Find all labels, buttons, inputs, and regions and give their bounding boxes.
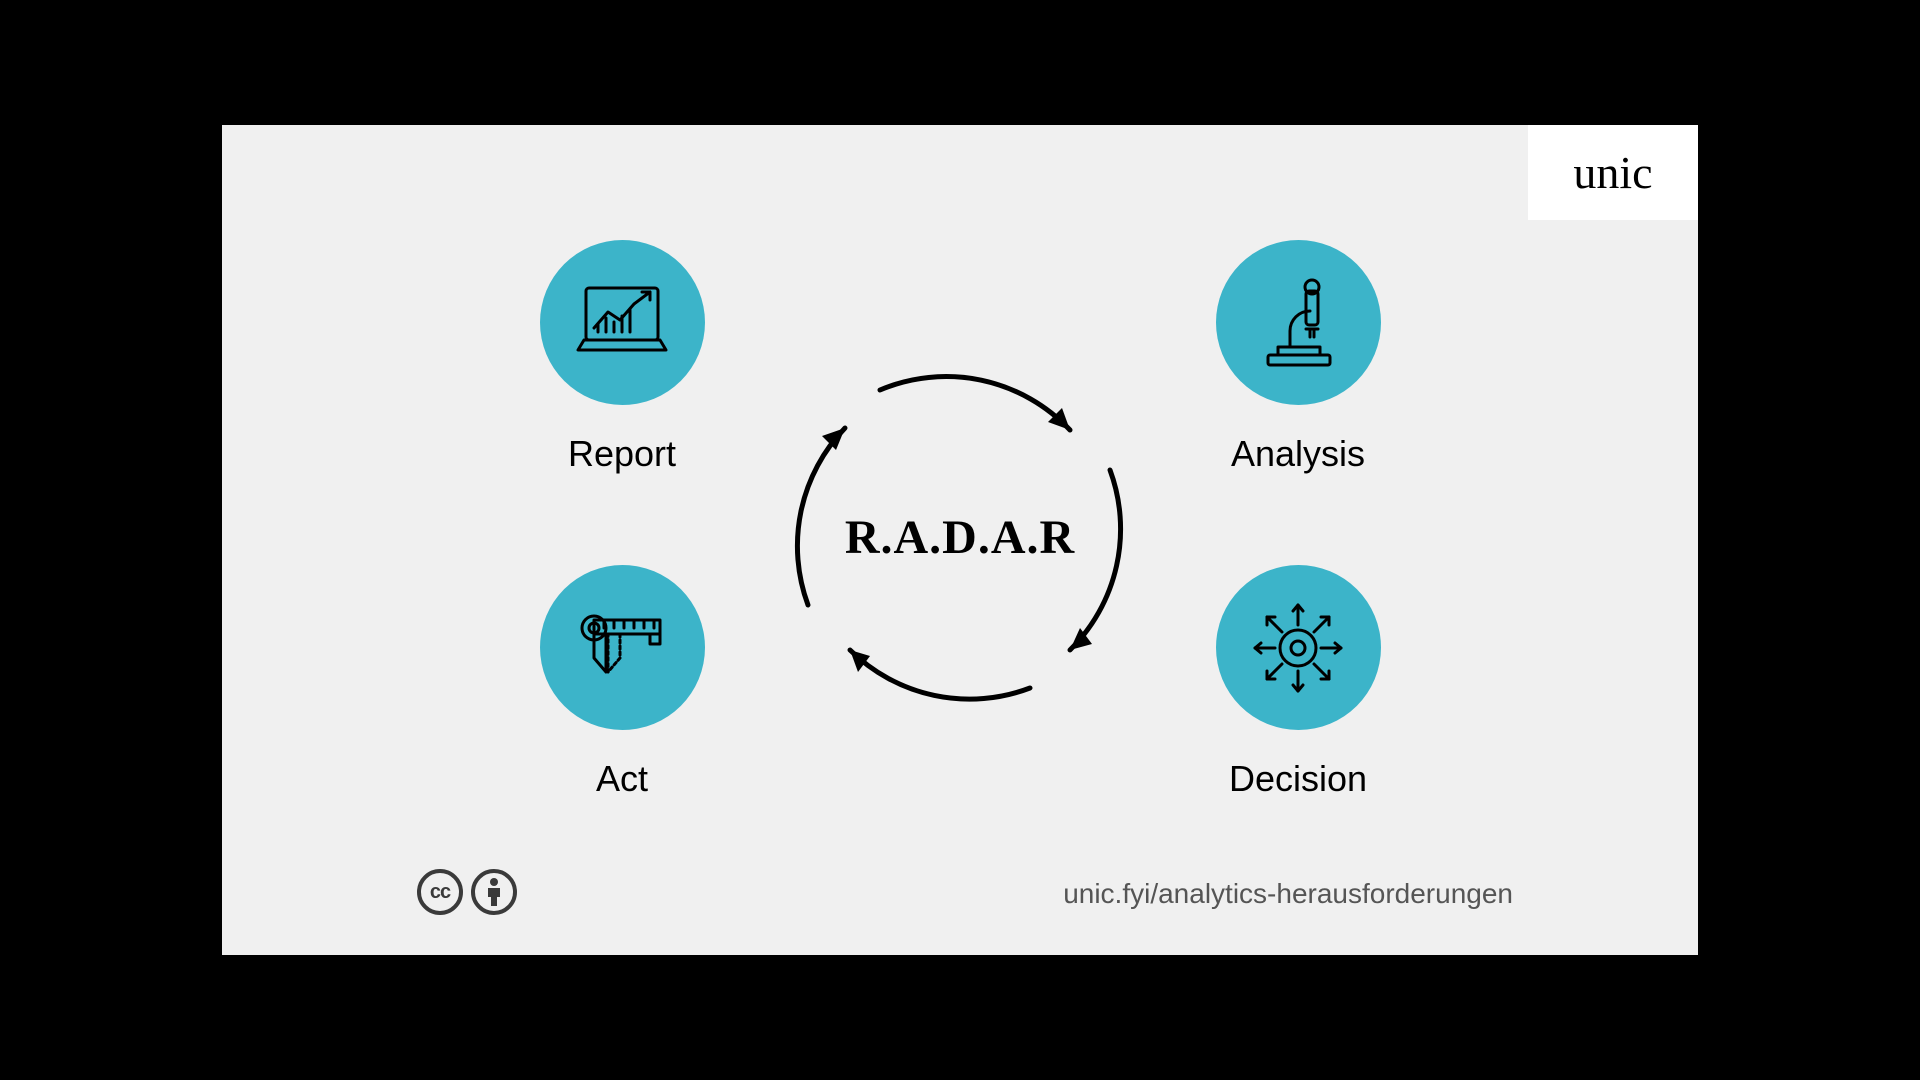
slide-canvas: unic R.A.D.A.R xyxy=(222,125,1698,955)
node-decision: Decision xyxy=(1188,565,1408,800)
report-circle xyxy=(540,240,705,405)
microscope-icon xyxy=(1248,273,1348,373)
compass-arrows-icon xyxy=(1243,593,1353,703)
laptop-chart-icon xyxy=(572,280,672,365)
cc-attribution-icon xyxy=(471,869,517,915)
analysis-label: Analysis xyxy=(1231,433,1365,475)
brand-logo-box: unic xyxy=(1528,125,1698,220)
center-title: R.A.D.A.R xyxy=(845,510,1075,565)
cc-license-icon: cc xyxy=(417,869,463,915)
node-analysis: Analysis xyxy=(1188,240,1408,475)
cc-text: cc xyxy=(430,881,450,904)
act-circle xyxy=(540,565,705,730)
decision-circle xyxy=(1216,565,1381,730)
license-badges: cc xyxy=(417,869,517,915)
footer-url: unic.fyi/analytics-herausforderungen xyxy=(1063,878,1513,910)
act-label: Act xyxy=(596,758,648,800)
node-report: Report xyxy=(512,240,732,475)
node-act: Act xyxy=(512,565,732,800)
analysis-circle xyxy=(1216,240,1381,405)
caliper-icon xyxy=(572,598,672,698)
decision-label: Decision xyxy=(1229,758,1367,800)
brand-logo-text: unic xyxy=(1573,146,1652,199)
report-label: Report xyxy=(568,433,676,475)
